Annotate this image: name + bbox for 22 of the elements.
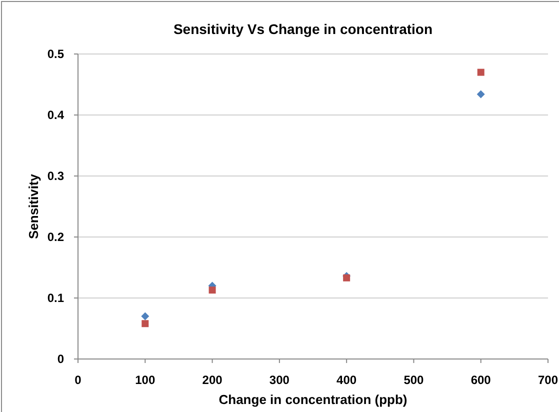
x-tick-label: 500 <box>404 373 424 387</box>
y-axis-title: Sensitivity <box>26 173 41 240</box>
x-tick-label: 300 <box>269 373 290 387</box>
x-tick-label: 100 <box>135 373 156 387</box>
x-tick-label: 200 <box>202 373 223 387</box>
point <box>141 312 150 320</box>
point <box>142 320 149 328</box>
y-tick-label: 0.4 <box>47 108 64 122</box>
x-tick-label: 0 <box>74 373 82 387</box>
x-tick-label: 700 <box>538 373 558 387</box>
chart-title: Sensitivity Vs Change in concentration <box>173 21 433 37</box>
x-tick-label: 400 <box>336 373 357 387</box>
y-tick-label: 0.5 <box>47 47 64 61</box>
y-tick-label: 0 <box>57 352 64 366</box>
x-axis-title: Change in concentration (ppb) <box>218 392 408 407</box>
y-tick-label: 0.1 <box>47 291 64 305</box>
point <box>477 68 484 76</box>
y-tick-label: 0.3 <box>47 169 64 183</box>
x-tick-label: 600 <box>470 373 492 387</box>
point <box>476 90 485 98</box>
y-tick-label: 0.2 <box>47 230 64 244</box>
point <box>208 286 216 294</box>
